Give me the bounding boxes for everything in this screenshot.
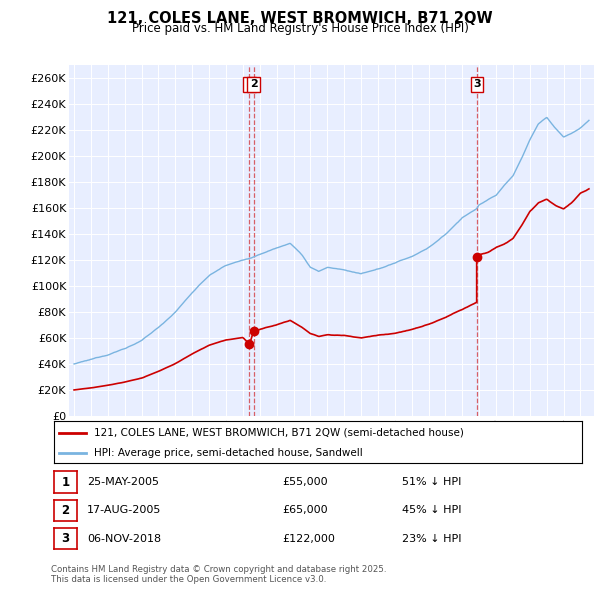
Text: 121, COLES LANE, WEST BROMWICH, B71 2QW: 121, COLES LANE, WEST BROMWICH, B71 2QW [107,11,493,25]
Text: HPI: Average price, semi-detached house, Sandwell: HPI: Average price, semi-detached house,… [94,448,362,457]
Text: £122,000: £122,000 [282,534,335,543]
Text: Price paid vs. HM Land Registry's House Price Index (HPI): Price paid vs. HM Land Registry's House … [131,22,469,35]
Text: 06-NOV-2018: 06-NOV-2018 [87,534,161,543]
Text: 3: 3 [473,80,481,90]
Text: 1: 1 [245,80,253,90]
Text: 2: 2 [250,80,257,90]
Text: 51% ↓ HPI: 51% ↓ HPI [402,477,461,487]
Text: 2: 2 [61,504,70,517]
Text: 23% ↓ HPI: 23% ↓ HPI [402,534,461,543]
Text: Contains HM Land Registry data © Crown copyright and database right 2025.
This d: Contains HM Land Registry data © Crown c… [51,565,386,584]
Text: £55,000: £55,000 [282,477,328,487]
Text: 121, COLES LANE, WEST BROMWICH, B71 2QW (semi-detached house): 121, COLES LANE, WEST BROMWICH, B71 2QW … [94,428,463,438]
Text: 25-MAY-2005: 25-MAY-2005 [87,477,159,487]
Text: 1: 1 [61,476,70,489]
Text: 17-AUG-2005: 17-AUG-2005 [87,506,161,515]
Text: 45% ↓ HPI: 45% ↓ HPI [402,506,461,515]
Text: £65,000: £65,000 [282,506,328,515]
Text: 3: 3 [61,532,70,545]
